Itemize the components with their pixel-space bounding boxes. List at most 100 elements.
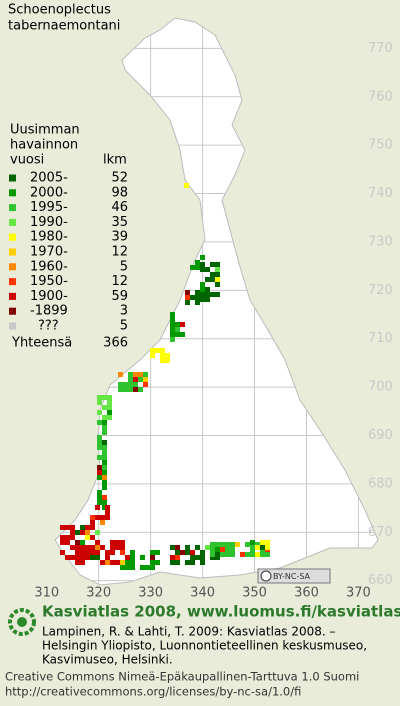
observation [110, 545, 115, 550]
x-tick-label: 340 [190, 586, 215, 601]
observation [97, 410, 102, 415]
observation [185, 295, 190, 300]
x-tick-label: 310 [34, 586, 59, 601]
observation [175, 555, 180, 560]
legend-count: 5 [120, 319, 128, 334]
legend-count: 46 [111, 200, 128, 215]
observation [265, 540, 270, 545]
observation [150, 565, 155, 570]
observation [97, 475, 102, 480]
observation [215, 282, 220, 287]
legend-count: 98 [111, 185, 128, 200]
observation [80, 540, 85, 545]
observation [115, 560, 120, 565]
observation [200, 282, 205, 287]
legend-swatch [9, 278, 16, 286]
observation [170, 317, 175, 322]
observation [90, 535, 95, 540]
observation [107, 415, 112, 420]
observation [195, 260, 200, 265]
ticks: 310 320 330 340 350 360 370 770 760 750 740 730 720 7… [34, 41, 392, 601]
observation [97, 420, 102, 425]
x-tick-label: 360 [294, 586, 319, 601]
observation [215, 267, 220, 272]
legend-count: 12 [111, 245, 128, 260]
observation [100, 515, 105, 520]
observation [102, 470, 107, 475]
observation [260, 545, 265, 550]
observation [160, 353, 165, 358]
observation [125, 565, 130, 570]
observation [245, 552, 250, 557]
observation [60, 540, 65, 545]
y-tick-label: 680 [368, 476, 393, 491]
observation [215, 292, 220, 297]
observation [97, 445, 102, 450]
observation [105, 510, 110, 515]
observation [60, 535, 65, 540]
observation [60, 525, 65, 530]
legend-label: 2005- [30, 171, 68, 186]
observation [138, 387, 143, 392]
observation [95, 555, 100, 560]
observation [225, 552, 230, 557]
observation [125, 555, 130, 560]
observation [170, 327, 175, 332]
observation [97, 500, 102, 505]
observation [102, 495, 107, 500]
observation [245, 542, 250, 547]
observation [210, 277, 215, 282]
observation [115, 545, 120, 550]
observation [210, 542, 215, 547]
observation [123, 382, 128, 387]
observation [235, 542, 240, 547]
observation [105, 515, 110, 520]
legend-heading: lkm [103, 153, 127, 168]
observation [110, 560, 115, 565]
legend-label: 1995- [30, 200, 68, 215]
observation [130, 555, 135, 560]
observation [95, 530, 100, 535]
observation [128, 387, 133, 392]
observation [215, 547, 220, 552]
observation [80, 550, 85, 555]
observation [75, 530, 80, 535]
observation [97, 495, 102, 500]
title: tabernaemontani [8, 19, 120, 34]
observation [225, 547, 230, 552]
observation [97, 465, 102, 470]
observation [215, 555, 220, 560]
observation [97, 440, 102, 445]
observation [107, 410, 112, 415]
y-tick-label: 760 [368, 89, 393, 104]
observation [205, 545, 210, 550]
observation [133, 377, 138, 382]
observation [95, 505, 100, 510]
observation [75, 545, 80, 550]
observation [180, 332, 185, 337]
observation [102, 465, 107, 470]
observation [155, 560, 160, 565]
observation [97, 490, 102, 495]
observation [190, 550, 195, 555]
observation [75, 555, 80, 560]
observation [230, 542, 235, 547]
observation [150, 353, 155, 358]
observation [70, 525, 75, 530]
observation [97, 435, 102, 440]
observation [75, 560, 80, 565]
observation [140, 555, 145, 560]
observation [120, 540, 125, 545]
observation [105, 550, 110, 555]
observation [143, 372, 148, 377]
observation [102, 415, 107, 420]
observation [65, 540, 70, 545]
legend-label: 1950- [30, 274, 68, 289]
citation: Kasvimuseo, Helsinki. [42, 653, 173, 667]
license: Creative Commons Nimeä-Epäkaupallinen-Ta… [5, 670, 359, 684]
observation [210, 272, 215, 277]
observation [75, 550, 80, 555]
observation [250, 540, 255, 545]
observation [185, 560, 190, 565]
observation [143, 377, 148, 382]
